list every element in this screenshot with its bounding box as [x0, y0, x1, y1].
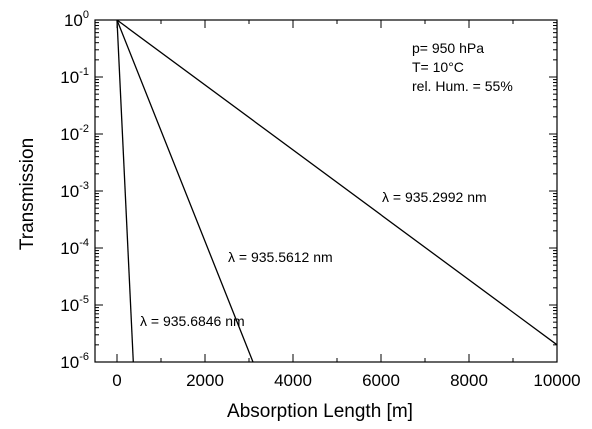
x-tick-label: 4000 [274, 371, 312, 390]
y-tick-base: 10 [60, 182, 79, 201]
series-labels: λ = 935.2992 nm λ = 935.5612 nm λ = 935.68… [140, 189, 487, 329]
y-tick-label: 100 [64, 9, 89, 30]
x-tick-label: 0 [112, 371, 121, 390]
y-tick-label: 10-1 [60, 66, 89, 87]
x-tick-label: 10000 [533, 371, 580, 390]
x-tick-label: 2000 [186, 371, 224, 390]
series-935-2992-label: λ = 935.2992 nm [382, 189, 487, 205]
y-tick-base: 10 [60, 353, 79, 372]
x-tick-label: 8000 [450, 371, 488, 390]
y-tick-base: 10 [60, 296, 79, 315]
condition-annotation: rel. Hum. = 55% [412, 78, 513, 94]
series-935-2992-line [116, 19, 558, 346]
condition-annotations: p= 950 hPa T= 10°C rel. Hum. = 55% [412, 40, 513, 94]
y-tick-exponent: -3 [79, 180, 89, 192]
y-tick-exponent: 0 [83, 9, 89, 21]
series-935-6846-label: λ = 935.6846 nm [140, 313, 245, 329]
y-tick-exponent: -6 [79, 351, 89, 363]
y-tick-exponent: -5 [79, 294, 89, 306]
x-tick-labels: 0 2000 4000 6000 8000 10000 [112, 371, 580, 390]
series-935-5612-line [116, 19, 254, 363]
y-tick-label: 10-6 [60, 351, 89, 372]
axis-ticks [95, 19, 558, 363]
y-tick-base: 10 [64, 11, 83, 30]
y-tick-base: 10 [60, 68, 79, 87]
y-tick-exponent: -4 [79, 237, 89, 249]
y-axis-title: Transmission [17, 138, 38, 250]
series-935-5612-label: λ = 935.5612 nm [228, 249, 333, 265]
condition-annotation: T= 10°C [412, 59, 464, 75]
y-tick-exponent: -2 [79, 123, 89, 135]
series-935-6846-line [116, 19, 134, 363]
y-tick-label: 10-4 [60, 237, 89, 258]
condition-annotation: p= 950 hPa [412, 40, 484, 56]
plot-frame [94, 19, 558, 363]
x-tick-label: 6000 [362, 371, 400, 390]
x-axis-title: Absorption Length [m] [227, 401, 413, 422]
y-tick-exponent: -1 [79, 66, 89, 78]
y-tick-label: 10-5 [60, 294, 89, 315]
y-tick-base: 10 [60, 239, 79, 258]
y-tick-label: 10-2 [60, 123, 89, 144]
y-tick-label: 10-3 [60, 180, 89, 201]
series-lines [116, 19, 558, 363]
y-tick-base: 10 [60, 125, 79, 144]
